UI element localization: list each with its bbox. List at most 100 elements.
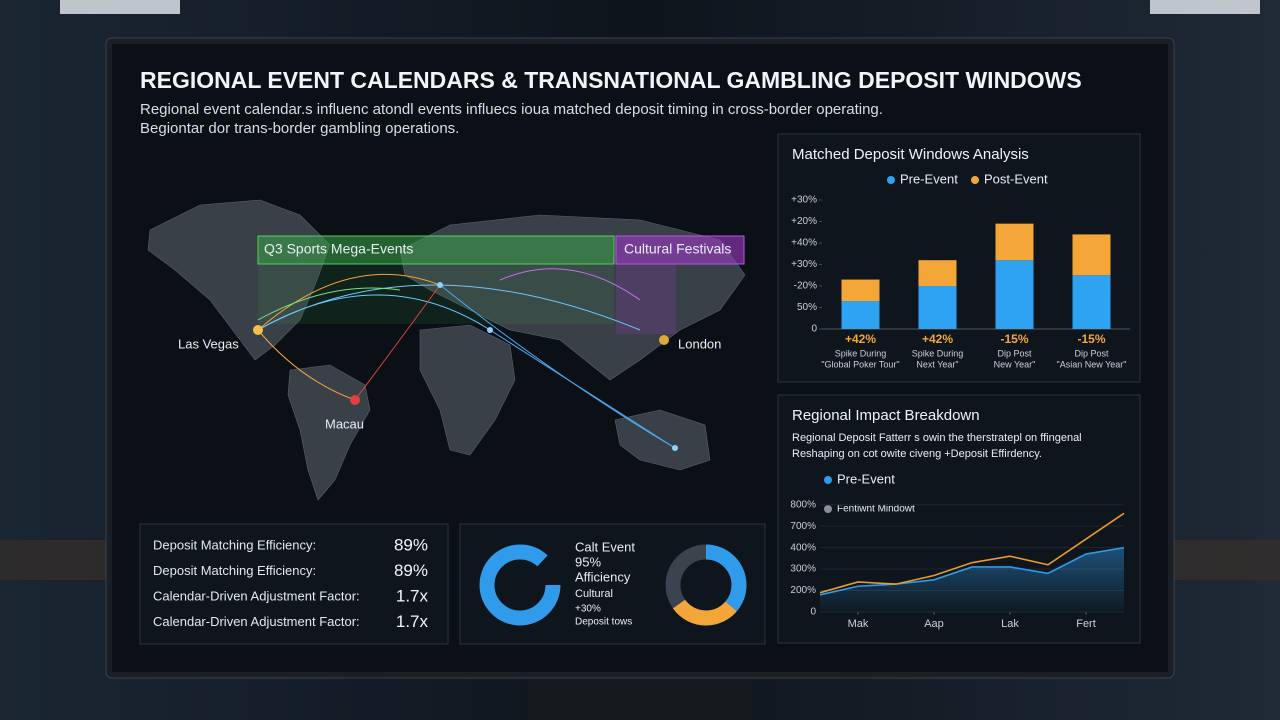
area bbox=[820, 547, 1124, 612]
chart-title: Matched Deposit Windows Analysis bbox=[792, 146, 1029, 163]
bar-segment bbox=[918, 286, 957, 329]
x-tick-label: Fert bbox=[1076, 618, 1096, 630]
bar-segment bbox=[841, 279, 880, 302]
x-tick-label: Spike During bbox=[912, 348, 964, 358]
x-tick-label: Next Year" bbox=[916, 359, 958, 369]
x-tick-label: Dip Post bbox=[997, 348, 1032, 358]
ceiling-light bbox=[1150, 0, 1260, 14]
x-tick-label: Aap bbox=[924, 618, 944, 630]
y-tick-label: 50% bbox=[797, 302, 817, 313]
arc bbox=[489, 329, 676, 449]
y-tick-label: +40% bbox=[791, 238, 817, 249]
legend-swatch bbox=[824, 476, 832, 484]
bar-segment bbox=[1072, 234, 1111, 276]
legend-label: Post-Event bbox=[984, 171, 1048, 186]
x-tick-label: "Asian New Year" bbox=[1057, 359, 1127, 369]
bar-segment bbox=[918, 260, 957, 286]
city-label: London bbox=[678, 336, 721, 351]
donut bbox=[479, 544, 561, 626]
city-marker bbox=[350, 395, 360, 405]
stat-value: 1.7x bbox=[396, 586, 429, 605]
arc bbox=[257, 273, 441, 331]
city-marker bbox=[659, 335, 669, 345]
x-tick-label: Dip Post bbox=[1074, 348, 1109, 358]
legend-swatch bbox=[824, 505, 832, 513]
desk bbox=[1172, 540, 1280, 580]
x-tick-label: "Global Poker Tour" bbox=[821, 359, 899, 369]
x-tick-label: New Year" bbox=[994, 359, 1036, 369]
y-tick-label: 800% bbox=[790, 499, 816, 510]
annotation: +42% bbox=[922, 332, 953, 346]
donut-segment bbox=[665, 544, 747, 626]
y-tick-label: 0 bbox=[811, 324, 817, 335]
node bbox=[487, 327, 493, 333]
bar-segment bbox=[841, 301, 880, 329]
stat-value: 1.7x bbox=[396, 612, 429, 631]
banner-label: Cultural Festivals bbox=[624, 241, 731, 257]
stat-label: Deposit Matching Efficiency: bbox=[153, 537, 316, 552]
y-tick-label: +30% bbox=[791, 195, 817, 206]
bar-segment bbox=[995, 223, 1034, 261]
stat-label: Deposit Matching Efficiency: bbox=[153, 563, 316, 578]
y-tick-label: +30% bbox=[791, 259, 817, 270]
event-region bbox=[258, 264, 614, 324]
city-marker bbox=[253, 325, 263, 335]
event-region bbox=[616, 264, 676, 334]
annotation: +42% bbox=[845, 332, 876, 346]
event-banner bbox=[257, 235, 615, 265]
annotation: -15% bbox=[1077, 332, 1105, 346]
arc bbox=[257, 284, 641, 331]
banner-label: Q3 Sports Mega-Events bbox=[264, 241, 413, 257]
legend-label: Pre-Event bbox=[900, 171, 958, 186]
desk bbox=[0, 540, 110, 580]
subtitle-line: Begiontar dor trans-border gambling oper… bbox=[140, 120, 459, 137]
stats-panel bbox=[139, 523, 449, 645]
event-banner bbox=[615, 235, 745, 265]
legend-label: Fentiwnt Mindowt bbox=[837, 504, 915, 515]
node bbox=[672, 445, 678, 451]
bar-segment bbox=[995, 260, 1034, 329]
subtitle-line: Regional event calendar.s influenc atond… bbox=[140, 101, 883, 118]
arc bbox=[257, 287, 401, 321]
arc bbox=[499, 268, 641, 301]
x-tick-label: Spike During bbox=[835, 348, 887, 358]
line bbox=[819, 546, 1125, 596]
arc bbox=[354, 284, 441, 401]
stat-value: 89% bbox=[394, 561, 428, 580]
dashboard-title: REGIONAL EVENT CALENDARS & TRANSNATIONAL… bbox=[140, 67, 1082, 93]
line bbox=[819, 512, 1125, 594]
arc bbox=[257, 329, 356, 401]
chart-subtitle: Reshaping on cot owite civeng +Deposit E… bbox=[792, 448, 1042, 460]
stat-label: Calendar-Driven Adjustment Factor: bbox=[153, 614, 360, 629]
annotation: -15% bbox=[1000, 332, 1028, 346]
city-label: Macau bbox=[325, 416, 364, 431]
y-tick-label: 300% bbox=[790, 564, 816, 575]
continent bbox=[419, 324, 516, 456]
stats-list: Deposit Matching Efficiency: 89% Deposit M… bbox=[153, 535, 428, 631]
donut-text-line: Deposit tows bbox=[575, 617, 632, 628]
city-label: Las Vegas bbox=[178, 336, 239, 351]
continent bbox=[287, 364, 371, 501]
chart-title: Regional Impact Breakdown bbox=[792, 407, 980, 424]
legend-label: Pre-Event bbox=[837, 471, 895, 486]
donut-text-line: Cultural bbox=[575, 588, 613, 600]
legend-swatch bbox=[971, 176, 979, 184]
node bbox=[437, 282, 443, 288]
y-tick-label: 700% bbox=[790, 521, 816, 532]
donut-text-line: +30% bbox=[575, 604, 601, 615]
stat-label: Calendar-Driven Adjustment Factor: bbox=[153, 588, 360, 603]
bar-segment bbox=[1072, 275, 1111, 329]
donut-text-line: 95% bbox=[575, 554, 601, 569]
monitor-stand bbox=[528, 675, 752, 720]
legend-swatch bbox=[887, 176, 895, 184]
y-tick-label: 0 bbox=[810, 607, 816, 618]
donut-text-line: Afficiency bbox=[575, 569, 631, 584]
y-tick-label: -20% bbox=[794, 281, 817, 292]
arc bbox=[439, 284, 676, 449]
x-tick-label: Mak bbox=[848, 618, 869, 630]
flow-arcs bbox=[257, 268, 676, 449]
ceiling-light bbox=[60, 0, 180, 14]
donut-text-line: Calt Event bbox=[575, 539, 635, 554]
x-tick-label: Lak bbox=[1001, 618, 1019, 630]
